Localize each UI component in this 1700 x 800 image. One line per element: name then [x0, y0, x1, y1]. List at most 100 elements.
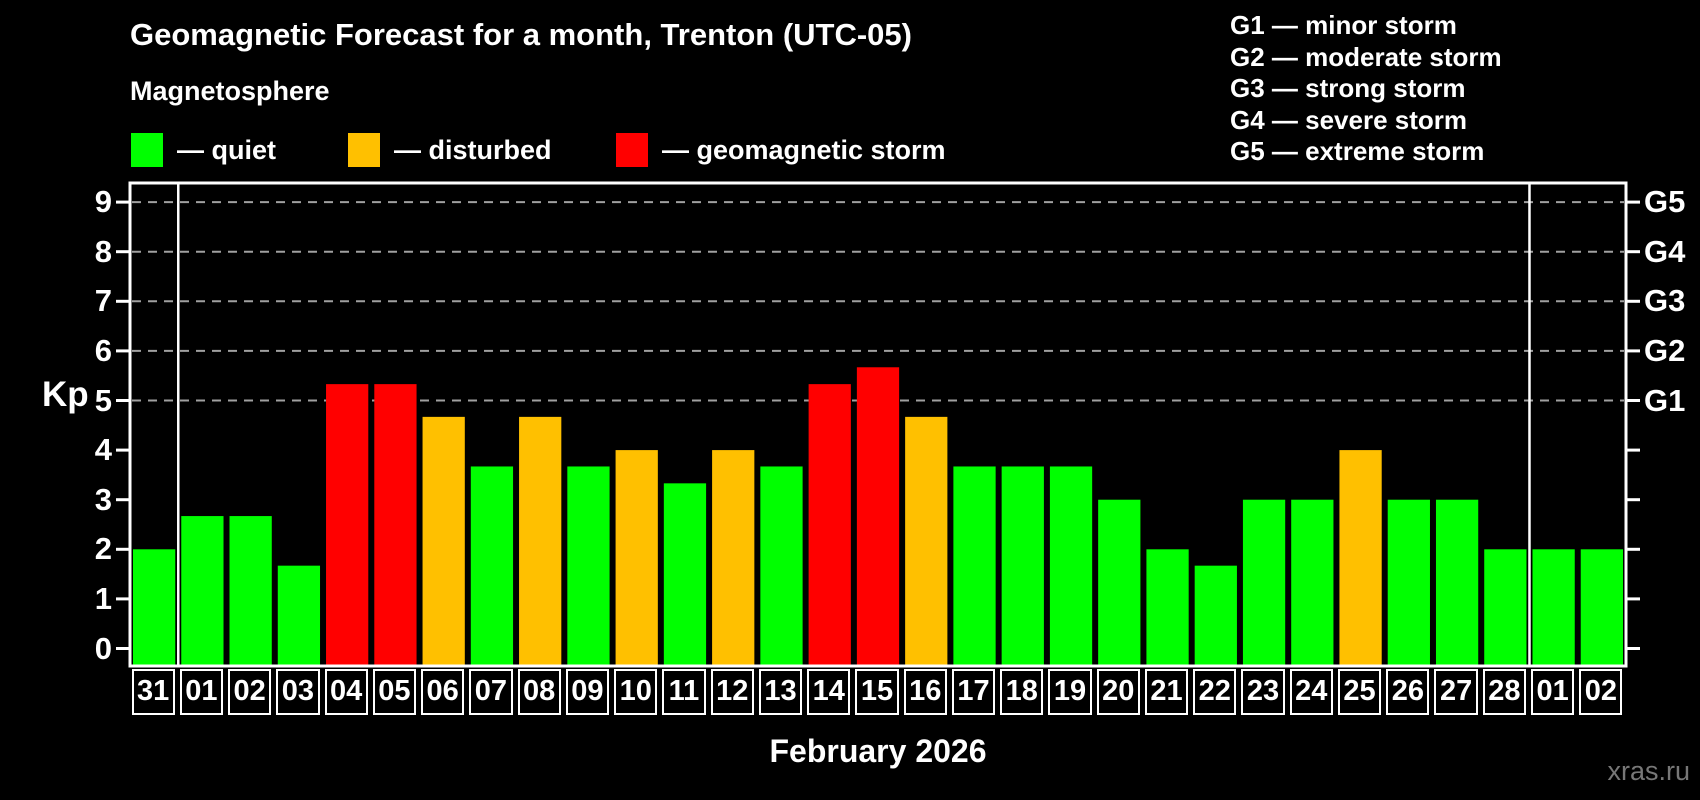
y-tick-label-5: 5: [94, 382, 112, 418]
y-tick-label-7: 7: [94, 283, 112, 319]
kp-bar-day-05: [374, 384, 417, 666]
day-label-18-18: 18: [1000, 669, 1044, 715]
day-label-29-01: 01: [1530, 669, 1575, 715]
legend-item-storm: — geomagnetic storm: [616, 131, 946, 169]
y-tick-label-3: 3: [94, 481, 112, 517]
kp-bar-day-10: [615, 450, 658, 666]
legend-item-disturbed: — disturbed: [348, 131, 552, 169]
day-label-25-25: 25: [1337, 669, 1382, 715]
day-label-15-15: 15: [855, 669, 899, 715]
kp-bar-day-15: [856, 367, 900, 666]
kp-bar-day-09: [567, 466, 610, 666]
day-label-17-17: 17: [951, 669, 996, 715]
g-legend-line: G3 — strong storm: [1230, 73, 1466, 103]
plot-border: [128, 181, 1628, 668]
storm-swatch: [616, 133, 648, 167]
day-label-30-02: 02: [1579, 669, 1623, 715]
kp-bar-day-04: [326, 384, 369, 666]
kp-bar-day-11: [663, 483, 707, 666]
day-label-16-16: 16: [903, 669, 947, 715]
legend-label: — disturbed: [394, 134, 552, 165]
kp-bar-day-22: [1194, 565, 1237, 666]
day-label-14-14: 14: [807, 669, 851, 715]
month-label: February 2026: [769, 733, 987, 769]
g-legend-line: G1 — minor storm: [1230, 10, 1457, 40]
kp-bar-day-19: [1049, 466, 1093, 666]
day-label-2-02: 02: [228, 669, 272, 715]
kp-bar-day-31: [133, 549, 176, 666]
day-label-24-24: 24: [1289, 669, 1333, 715]
day-label-21-21: 21: [1144, 669, 1189, 715]
kp-bar-day-14: [808, 384, 851, 666]
kp-bar-day-20: [1098, 499, 1141, 666]
disturbed-swatch: [348, 133, 380, 167]
day-label-3-03: 03: [276, 669, 320, 715]
day-label-20-20: 20: [1096, 669, 1140, 715]
kp-bar-day-28: [1484, 549, 1527, 666]
y-tick-label-1: 1: [94, 580, 112, 616]
day-label-22-22: 22: [1193, 669, 1237, 715]
day-label-1-01: 01: [179, 669, 223, 715]
day-label-0-31: 31: [131, 669, 175, 715]
day-label-8-08: 08: [517, 669, 561, 715]
g-tick-label-G3: G3: [1644, 283, 1686, 319]
g-scale-legend: G1 — minor storm G2 — moderate storm G3 — …: [1230, 10, 1502, 168]
kp-bar-day-01: [1532, 549, 1575, 666]
legend-label: — quiet: [177, 134, 276, 165]
y-tick-label-0: 0: [94, 630, 112, 666]
y-tick-label-9: 9: [94, 184, 112, 220]
day-label-4-04: 04: [324, 669, 368, 715]
legend-item-quiet: — quiet: [131, 131, 276, 169]
day-label-11-11: 11: [662, 669, 706, 715]
kp-bar-day-07: [470, 466, 514, 666]
day-label-12-12: 12: [710, 669, 754, 715]
kp-bar-day-27: [1435, 499, 1479, 666]
kp-bar-day-21: [1146, 549, 1189, 666]
kp-bar-day-17: [953, 466, 996, 666]
kp-bar-day-03: [277, 565, 321, 666]
day-label-27-27: 27: [1434, 669, 1478, 715]
kp-bar-day-06: [422, 416, 465, 666]
day-label-13-13: 13: [758, 669, 803, 715]
y-tick-label-6: 6: [94, 332, 112, 368]
day-label-19-19: 19: [1048, 669, 1092, 715]
g-legend-line: G2 — moderate storm: [1230, 41, 1502, 72]
kp-bar-day-24: [1291, 499, 1334, 666]
day-label-28-28: 28: [1482, 669, 1526, 715]
kp-axis-label: Kp: [42, 375, 89, 414]
day-label-6-06: 06: [421, 669, 465, 715]
day-label-7-07: 07: [469, 669, 513, 715]
g-legend-line: G4 — severe storm: [1230, 104, 1468, 135]
kp-bar-day-12: [712, 450, 755, 666]
day-label-26-26: 26: [1386, 669, 1430, 715]
g-tick-label-G1: G1: [1644, 382, 1686, 418]
y-tick-label-2: 2: [94, 531, 112, 567]
chart-title: Geomagnetic Forecast for a month, Trento…: [130, 17, 912, 52]
y-tick-label-8: 8: [94, 233, 112, 269]
quiet-swatch: [131, 133, 163, 167]
y-tick-label-4: 4: [94, 432, 112, 468]
kp-bar-day-13: [760, 466, 803, 666]
chart-subtitle: Magnetosphere: [130, 76, 330, 106]
kp-bar-day-25: [1339, 450, 1382, 666]
day-label-5-05: 05: [372, 669, 417, 715]
kp-bar-day-02: [1580, 549, 1623, 666]
g-tick-label-G2: G2: [1644, 332, 1686, 368]
kp-bar-day-16: [905, 416, 948, 666]
kp-bar-day-23: [1242, 499, 1286, 666]
kp-bar-day-01: [181, 516, 224, 666]
kp-bar-day-08: [519, 416, 562, 666]
kp-bar-day-26: [1387, 499, 1430, 666]
watermark: xras.ru: [1607, 756, 1690, 786]
day-label-23-23: 23: [1241, 669, 1285, 715]
g-legend-line: G5 — extreme storm: [1230, 136, 1485, 166]
legend-label: — geomagnetic storm: [662, 134, 946, 165]
kp-bar-day-02: [229, 516, 272, 666]
kp-bar-day-18: [1001, 466, 1044, 666]
day-label-9-09: 09: [565, 669, 610, 715]
g-tick-label-G4: G4: [1644, 233, 1686, 269]
g-tick-label-G5: G5: [1644, 184, 1686, 220]
day-label-10-10: 10: [614, 669, 658, 715]
